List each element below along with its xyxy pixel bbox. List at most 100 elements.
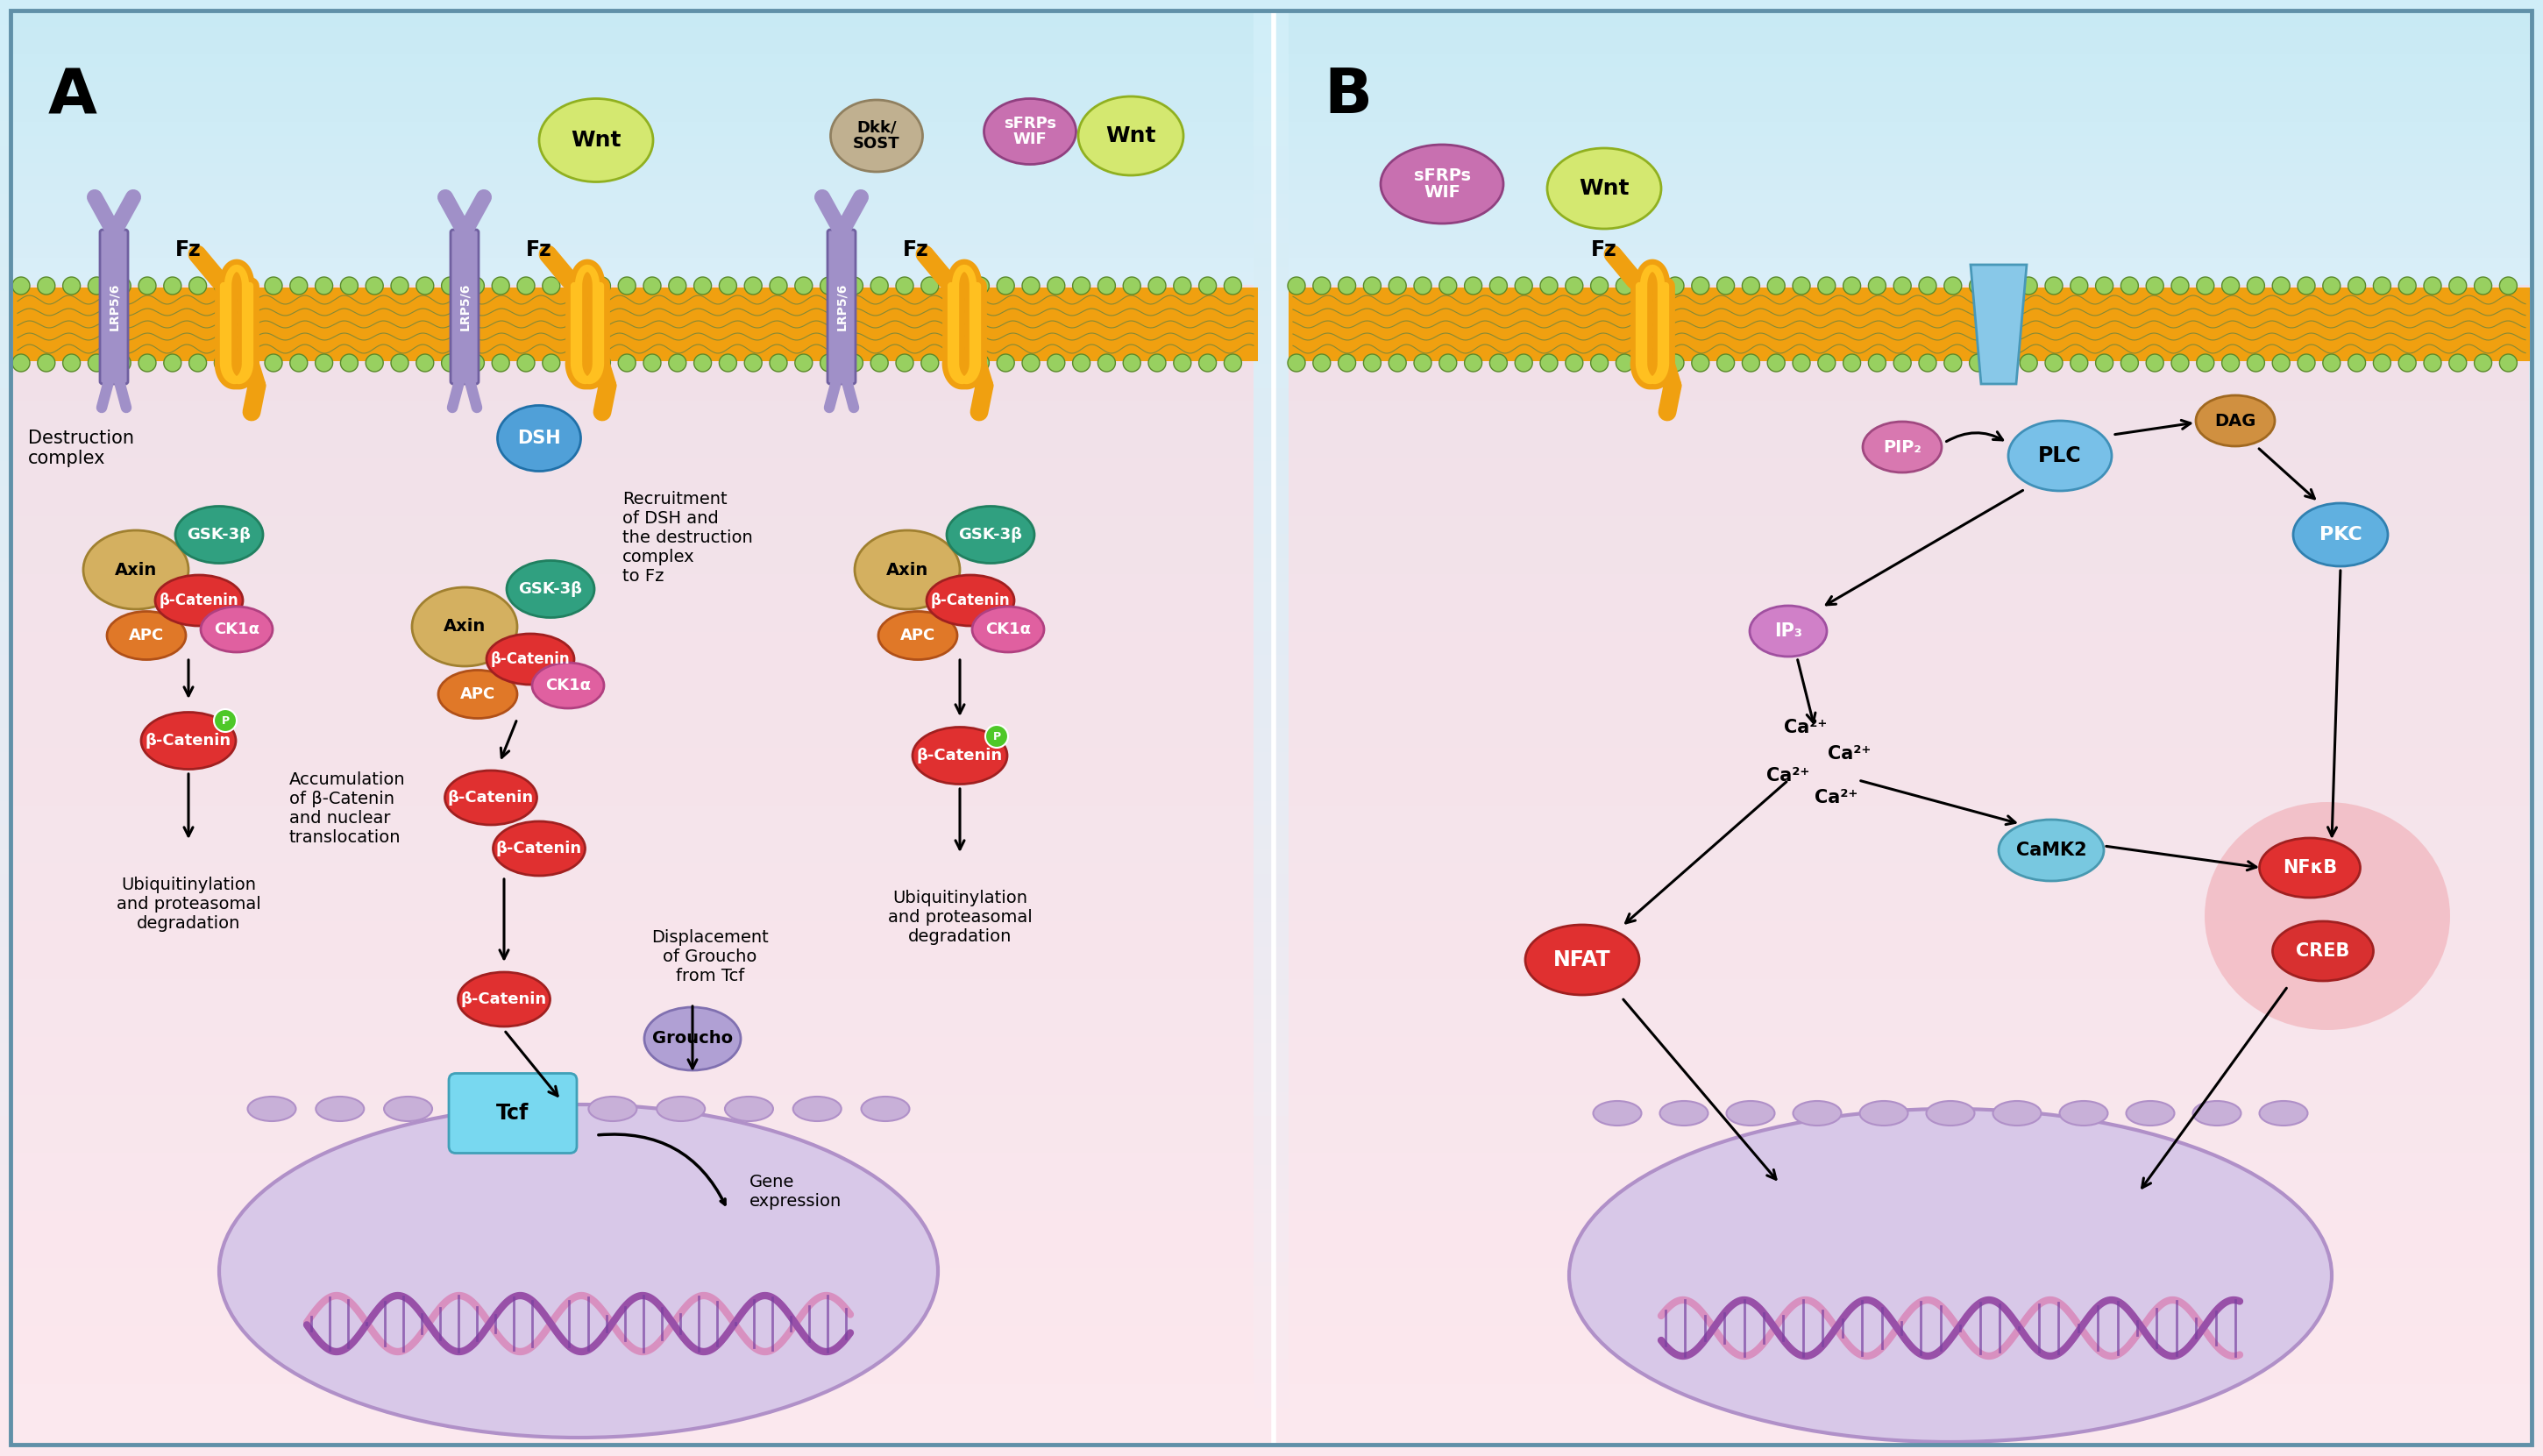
Bar xyxy=(13,342,1254,402)
Text: PIP₂: PIP₂ xyxy=(1882,438,1923,456)
Circle shape xyxy=(1943,277,1961,294)
Circle shape xyxy=(1149,277,1165,294)
Text: Displacement
of Groucho
from Tcf: Displacement of Groucho from Tcf xyxy=(651,929,768,984)
Ellipse shape xyxy=(793,1096,842,1121)
Ellipse shape xyxy=(725,1096,773,1121)
Circle shape xyxy=(796,277,811,294)
Circle shape xyxy=(64,277,81,294)
Circle shape xyxy=(1895,277,1912,294)
Ellipse shape xyxy=(1727,1101,1775,1125)
Circle shape xyxy=(2423,354,2441,371)
Circle shape xyxy=(1099,354,1116,371)
Circle shape xyxy=(1895,354,1912,371)
Text: NFAT: NFAT xyxy=(1554,949,1612,970)
Ellipse shape xyxy=(2294,504,2388,566)
Circle shape xyxy=(643,354,661,371)
Bar xyxy=(0,630,2543,657)
Bar xyxy=(13,41,1254,55)
Circle shape xyxy=(1566,354,1582,371)
Circle shape xyxy=(745,354,763,371)
Bar xyxy=(0,510,2543,534)
Ellipse shape xyxy=(140,712,236,769)
Circle shape xyxy=(392,277,409,294)
Text: β-Catenin: β-Catenin xyxy=(491,651,570,667)
Circle shape xyxy=(2045,354,2062,371)
Circle shape xyxy=(366,354,384,371)
Bar xyxy=(0,364,2543,389)
Circle shape xyxy=(1742,354,1760,371)
Ellipse shape xyxy=(862,1096,910,1121)
Circle shape xyxy=(2322,354,2340,371)
Circle shape xyxy=(745,277,763,294)
Text: CREB: CREB xyxy=(2296,942,2350,960)
Bar xyxy=(0,437,2543,462)
Bar xyxy=(0,48,2543,74)
Circle shape xyxy=(1338,354,1355,371)
Bar xyxy=(0,25,2543,50)
Ellipse shape xyxy=(2060,1101,2108,1125)
Bar xyxy=(0,971,2543,996)
Bar xyxy=(0,218,2543,243)
Bar xyxy=(1289,230,2528,245)
Ellipse shape xyxy=(946,507,1035,563)
Bar xyxy=(1289,67,2528,82)
Bar xyxy=(13,748,1254,807)
Circle shape xyxy=(2347,354,2365,371)
Ellipse shape xyxy=(2126,1101,2174,1125)
Text: WIF: WIF xyxy=(1424,185,1460,201)
Circle shape xyxy=(771,277,788,294)
Bar xyxy=(0,753,2543,778)
Bar xyxy=(1289,271,2528,285)
Text: GSK-3β: GSK-3β xyxy=(188,527,252,543)
FancyBboxPatch shape xyxy=(450,230,478,384)
Ellipse shape xyxy=(453,1096,501,1121)
Bar xyxy=(1289,135,2528,150)
Text: Ca²⁺: Ca²⁺ xyxy=(1828,745,1872,763)
Ellipse shape xyxy=(913,727,1007,785)
Circle shape xyxy=(1223,277,1241,294)
Bar xyxy=(1289,1095,2528,1153)
Bar xyxy=(13,574,1254,633)
Ellipse shape xyxy=(656,1096,704,1121)
Bar xyxy=(1289,863,2528,922)
Circle shape xyxy=(1869,277,1887,294)
Bar xyxy=(0,412,2543,438)
Ellipse shape xyxy=(2205,802,2449,1029)
Bar xyxy=(1289,245,2528,259)
Text: APC: APC xyxy=(130,628,165,644)
Circle shape xyxy=(567,354,585,371)
Bar xyxy=(13,459,1254,517)
Circle shape xyxy=(720,354,737,371)
Bar xyxy=(1289,400,2528,459)
Bar xyxy=(0,1019,2543,1044)
Bar xyxy=(0,170,2543,195)
Ellipse shape xyxy=(1381,144,1503,224)
Circle shape xyxy=(1338,277,1355,294)
Text: Dkk/: Dkk/ xyxy=(857,119,898,135)
Circle shape xyxy=(1717,354,1734,371)
Circle shape xyxy=(1767,354,1785,371)
Ellipse shape xyxy=(315,1096,364,1121)
Bar xyxy=(1289,1210,2528,1270)
Bar xyxy=(1289,149,2528,163)
Circle shape xyxy=(341,277,359,294)
Circle shape xyxy=(2273,277,2289,294)
Bar xyxy=(0,243,2543,268)
Bar xyxy=(1289,204,2528,218)
Bar xyxy=(13,54,1254,68)
Text: A: A xyxy=(48,66,97,127)
Bar xyxy=(13,287,1259,361)
Circle shape xyxy=(89,277,107,294)
Bar xyxy=(0,462,2543,486)
Bar xyxy=(13,1037,1254,1096)
Circle shape xyxy=(2296,354,2314,371)
Ellipse shape xyxy=(1999,820,2103,881)
Bar xyxy=(0,0,2543,25)
Bar xyxy=(0,922,2543,948)
Circle shape xyxy=(239,277,257,294)
Polygon shape xyxy=(1971,265,2027,384)
Text: DSH: DSH xyxy=(516,430,562,447)
Circle shape xyxy=(1994,354,2012,371)
Bar xyxy=(0,1117,2543,1142)
Bar xyxy=(1289,459,2528,517)
